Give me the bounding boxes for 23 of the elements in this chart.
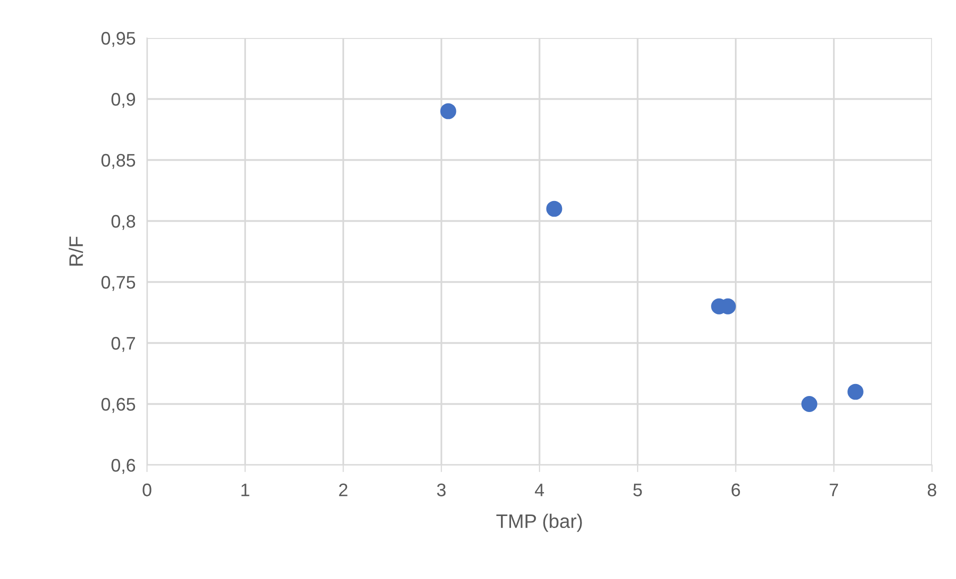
x-tick-label: 3 (437, 484, 446, 496)
x-axis-title: TMP (bar) (496, 514, 582, 532)
x-tick-label: 8 (928, 484, 936, 496)
y-tick-label: 0,95 (101, 32, 136, 47)
x-tick-label: 1 (241, 484, 250, 496)
y-tick-label: 0,75 (101, 276, 136, 291)
x-tick-label: 5 (633, 484, 642, 496)
y-tick-label: 0,8 (111, 214, 136, 230)
y-tick-label: 0,65 (101, 398, 136, 413)
y-tick-label: 0,85 (101, 154, 136, 169)
x-tick-label: 6 (732, 484, 740, 496)
x-tick-label: 4 (534, 484, 544, 496)
x-tick-label: 0 (142, 484, 152, 496)
y-tick-label: 0,7 (111, 336, 135, 352)
x-tick-label: 2 (339, 484, 348, 496)
y-tick-label: 0,6 (111, 458, 136, 474)
point (801, 396, 818, 412)
point (440, 103, 456, 120)
point (847, 384, 864, 400)
x-tick-label: 7 (830, 484, 838, 496)
y-tick-label: 0,9 (111, 92, 136, 108)
y-axis-title: R/F (68, 236, 84, 266)
point (546, 200, 562, 217)
